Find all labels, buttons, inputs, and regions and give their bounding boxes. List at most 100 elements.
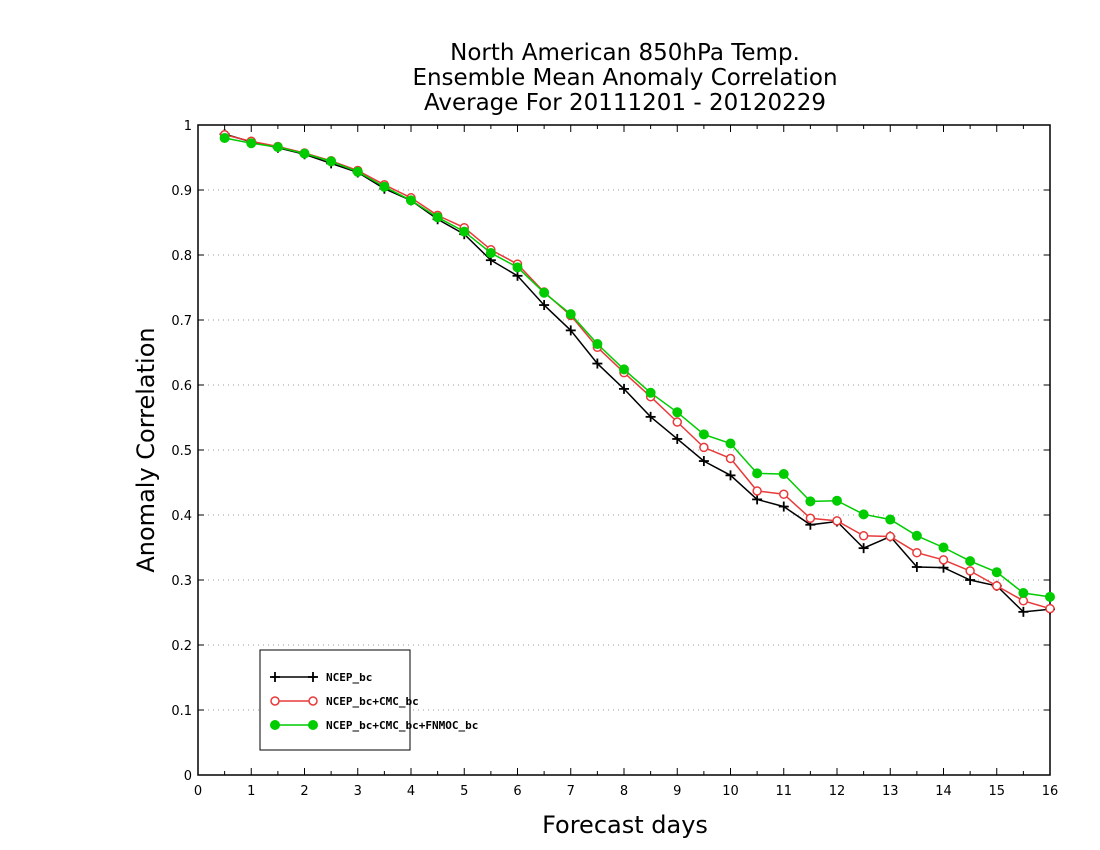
series-2-point-27 xyxy=(938,542,949,553)
series-2-point-28 xyxy=(965,556,976,567)
x-tick-label-11: 11 xyxy=(775,784,792,799)
legend-label-0: NCEP_bc xyxy=(326,671,372,684)
series-2-point-7 xyxy=(406,195,416,206)
series-1-point-19 xyxy=(725,453,736,464)
series-2-point-25 xyxy=(885,514,896,525)
series-2-point-29 xyxy=(991,567,1002,578)
x-tick-label-13: 13 xyxy=(882,784,899,799)
series-0-point-13 xyxy=(565,325,576,336)
series-group xyxy=(219,129,1055,617)
series-1-point-18 xyxy=(699,442,709,453)
y-tick-label-0: 0 xyxy=(184,769,192,784)
y-tick-label-7: 0.7 xyxy=(171,314,192,329)
series-2-point-20 xyxy=(752,468,763,479)
y-tick-label-8: 0.8 xyxy=(171,249,192,264)
x-tick-label-9: 9 xyxy=(673,784,681,799)
y-tick-label-9: 0.9 xyxy=(171,184,192,199)
x-tick-label-6: 6 xyxy=(513,784,521,799)
series-2-point-24 xyxy=(858,509,869,520)
series-1-point-29 xyxy=(992,581,1002,591)
y-tick-label-3: 0.3 xyxy=(171,574,192,589)
x-tick-label-2: 2 xyxy=(300,784,308,799)
series-2 xyxy=(219,133,1055,602)
series-2-point-23 xyxy=(832,495,842,506)
legend-marker-left-0 xyxy=(270,672,280,682)
series-2-point-8 xyxy=(432,212,443,223)
series-1-point-17 xyxy=(672,417,682,427)
series-0-point-15 xyxy=(619,383,629,394)
y-tick-label-1: 0.1 xyxy=(171,704,192,719)
series-2-point-0 xyxy=(219,133,230,143)
series-0-point-16 xyxy=(645,411,656,422)
series-2-point-6 xyxy=(379,181,390,192)
chart-title: North American 850hPa Temp. Ensemble Mea… xyxy=(412,40,837,116)
series-1-point-24 xyxy=(858,531,869,541)
x-tick-label-1: 1 xyxy=(247,784,255,799)
series-2-point-15 xyxy=(619,364,629,375)
y-tick-label-5: 0.5 xyxy=(171,444,192,459)
series-2-point-2 xyxy=(272,142,283,153)
x-tick-label-12: 12 xyxy=(829,784,846,799)
series-2-point-12 xyxy=(539,287,550,298)
x-tick-label-8: 8 xyxy=(620,784,628,799)
series-2-point-5 xyxy=(352,166,363,177)
x-tick-label-7: 7 xyxy=(567,784,575,799)
series-2-point-1 xyxy=(246,138,257,149)
legend-label-2: NCEP_bc+CMC_bc+FNMOC_bc xyxy=(326,719,478,732)
series-2-point-21 xyxy=(778,469,789,480)
x-tick-label-5: 5 xyxy=(460,784,468,799)
legend-marker-right-0 xyxy=(308,672,318,682)
title-line-3: Average For 20111201 - 20120229 xyxy=(424,90,826,116)
series-0-point-11 xyxy=(512,270,523,281)
series-1-point-28 xyxy=(965,566,975,576)
series-1-point-23 xyxy=(832,516,842,526)
y-tick-label-4: 0.4 xyxy=(171,509,192,524)
series-2-point-31 xyxy=(1045,591,1055,602)
series-2-point-14 xyxy=(592,339,603,350)
series-2-point-11 xyxy=(512,262,523,273)
title-line-2: Ensemble Mean Anomaly Correlation xyxy=(412,65,837,91)
legend-marker-left-1 xyxy=(270,696,280,706)
legend-box xyxy=(259,649,411,751)
x-tick-label-16: 16 xyxy=(1042,784,1059,799)
series-2-point-22 xyxy=(805,496,816,507)
x-tick-label-14: 14 xyxy=(935,784,952,799)
series-0-point-26 xyxy=(911,562,922,572)
x-tick-label-3: 3 xyxy=(354,784,362,799)
series-1-point-31 xyxy=(1045,603,1055,614)
y-tick-label-6: 0.6 xyxy=(171,379,192,394)
series-0-point-14 xyxy=(592,358,603,369)
series-1-point-25 xyxy=(885,531,895,542)
series-0-point-17 xyxy=(672,433,683,444)
series-0-point-28 xyxy=(965,575,976,585)
x-axis-title: Forecast days xyxy=(542,811,708,839)
legend-label-1: NCEP_bc+CMC_bc xyxy=(326,695,419,708)
y-axis-title: Anomaly Correlation xyxy=(132,327,160,572)
legend: NCEP_bc NCEP_bc+CMC_bc NCEP_bc+CMC_bc+FNMO… xyxy=(259,649,478,751)
x-tick-label-10: 10 xyxy=(722,784,739,799)
title-line-1: North American 850hPa Temp. xyxy=(450,40,800,66)
series-2-point-16 xyxy=(645,387,656,398)
series-1-point-27 xyxy=(938,555,949,565)
series-2-point-18 xyxy=(698,429,709,440)
series-2-point-9 xyxy=(459,226,470,237)
series-0-point-24 xyxy=(858,543,869,554)
series-2-point-13 xyxy=(565,309,576,320)
y-tick-label-10: 1 xyxy=(184,119,192,134)
legend-marker-right-2 xyxy=(308,720,318,730)
series-2-point-10 xyxy=(485,248,496,259)
x-tick-label-0: 0 xyxy=(194,784,202,799)
series-2-point-30 xyxy=(1018,588,1029,598)
series-2-point-3 xyxy=(299,148,310,159)
series-2-line xyxy=(224,137,1051,598)
series-0-point-19 xyxy=(725,470,736,481)
series-1-point-22 xyxy=(805,513,816,523)
series-1-point-21 xyxy=(779,489,789,499)
series-1-point-26 xyxy=(912,547,922,558)
gridlines xyxy=(198,189,1050,711)
series-0-point-30 xyxy=(1018,606,1029,617)
series-0-point-18 xyxy=(698,456,709,467)
y-tick-label-2: 0.2 xyxy=(171,639,192,654)
